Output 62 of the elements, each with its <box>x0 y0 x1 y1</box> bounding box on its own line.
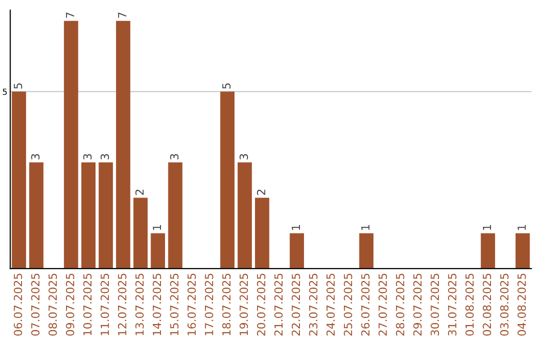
x-tick-label: 26.07.2025 <box>361 274 370 336</box>
bar <box>64 20 78 269</box>
bar <box>168 162 182 269</box>
x-tick-label: 04.08.2025 <box>517 274 526 336</box>
bar <box>81 162 96 269</box>
data-label: 3 <box>240 154 248 160</box>
x-tick-label: 18.07.2025 <box>222 274 231 336</box>
x-tick-label: 27.07.2025 <box>378 274 387 336</box>
x-tick-label: 14.07.2025 <box>152 274 162 336</box>
data-label: 7 <box>118 12 126 18</box>
x-tick-label: 09.07.2025 <box>66 274 74 336</box>
bar <box>98 162 113 269</box>
x-tick-label: 08.07.2025 <box>48 274 57 336</box>
data-label: 3 <box>31 154 40 160</box>
x-tick-label: 01.08.2025 <box>465 274 474 336</box>
bar <box>150 233 166 269</box>
x-tick-label: 15.07.2025 <box>170 274 178 336</box>
x-tick-label: 12.07.2025 <box>118 274 126 336</box>
bar <box>12 92 26 269</box>
data-label: 1 <box>361 225 370 230</box>
data-label: 1 <box>152 225 161 230</box>
data-label: 2 <box>256 190 266 195</box>
data-label: 2 <box>135 190 144 195</box>
data-label: 3 <box>100 154 110 160</box>
data-label: 5 <box>222 83 231 89</box>
x-tick-label: 23.07.2025 <box>309 274 318 336</box>
x-tick-label: 20.07.2025 <box>256 274 266 336</box>
bar <box>133 198 148 269</box>
bar <box>220 92 235 269</box>
bar <box>29 162 44 269</box>
bar <box>116 20 130 269</box>
x-tick-label: 07.07.2025 <box>31 274 40 336</box>
x-tick-label: 30.07.2025 <box>430 274 440 336</box>
x-tick-label: 02.08.2025 <box>482 274 492 336</box>
x-tick-label: 21.07.2025 <box>274 274 283 336</box>
bar <box>238 162 252 269</box>
data-label: 3 <box>83 154 92 160</box>
bar <box>359 233 374 269</box>
bar <box>255 198 270 269</box>
x-tick-label: 22.07.2025 <box>292 274 300 336</box>
bar <box>480 233 496 269</box>
data-label: 1 <box>482 225 491 230</box>
x-tick-label: 24.07.2025 <box>326 274 335 336</box>
data-label: 1 <box>292 225 300 230</box>
x-tick-label: 25.07.2025 <box>344 274 352 336</box>
data-label: 1 <box>518 225 526 230</box>
bar <box>290 233 304 269</box>
x-tick-label: 03.08.2025 <box>500 274 509 336</box>
x-tick-label: 06.07.2025 <box>14 274 22 336</box>
x-tick-label: 28.07.2025 <box>396 274 404 336</box>
x-tick-label: 19.07.2025 <box>240 274 248 336</box>
data-label: 3 <box>170 154 178 160</box>
x-tick-label: 13.07.2025 <box>135 274 144 336</box>
bar <box>516 233 530 269</box>
x-tick-label: 29.07.2025 <box>413 274 422 336</box>
x-tick-label: 16.07.2025 <box>187 274 196 336</box>
x-tick-label: 31.07.2025 <box>448 274 456 336</box>
x-tick-label: 10.07.2025 <box>83 274 92 336</box>
data-label: 7 <box>66 12 74 18</box>
x-tick-label: 17.07.2025 <box>204 274 214 336</box>
x-tick-label: 11.07.2025 <box>100 274 110 336</box>
data-label: 5 <box>2 88 7 95</box>
